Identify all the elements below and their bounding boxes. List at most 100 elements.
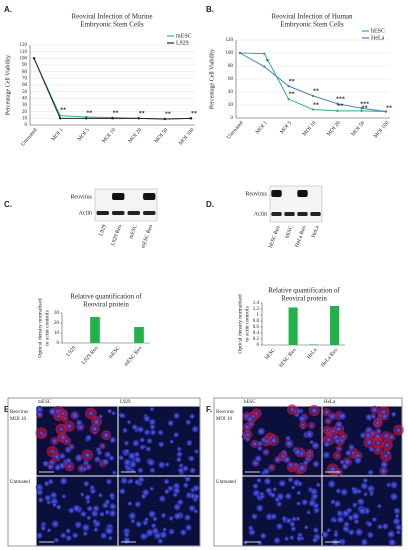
annotation: ** bbox=[165, 112, 171, 118]
nucleus bbox=[248, 525, 254, 531]
nucleus bbox=[66, 423, 73, 430]
nucleus bbox=[65, 457, 72, 464]
nucleus bbox=[395, 427, 402, 433]
nucleus bbox=[151, 523, 157, 529]
y-tick-label: 30 bbox=[22, 103, 28, 108]
nucleus bbox=[124, 448, 130, 454]
nucleus bbox=[82, 466, 88, 472]
nucleus bbox=[185, 524, 192, 531]
annotation: ** bbox=[113, 110, 119, 116]
nucleus bbox=[351, 512, 360, 521]
nucleus bbox=[313, 507, 320, 514]
nucleus bbox=[149, 424, 156, 430]
nucleus bbox=[82, 523, 90, 532]
x-tick-label: MOI 1 bbox=[255, 120, 269, 135]
x-tick-label: L929 Reo bbox=[81, 345, 100, 366]
data-point bbox=[311, 94, 315, 98]
nucleus bbox=[287, 476, 294, 483]
nucleus bbox=[39, 430, 44, 436]
nucleus bbox=[392, 517, 401, 526]
nucleus bbox=[100, 532, 107, 539]
nucleus bbox=[309, 423, 314, 428]
nucleus bbox=[137, 467, 144, 474]
data-point bbox=[360, 107, 363, 110]
nucleus bbox=[321, 531, 329, 538]
nucleus bbox=[157, 429, 164, 436]
nucleus bbox=[149, 406, 155, 412]
nucleus bbox=[338, 412, 347, 420]
nucleus bbox=[177, 499, 184, 506]
nucleus bbox=[168, 516, 174, 521]
nucleus bbox=[365, 413, 373, 421]
nucleus bbox=[48, 407, 57, 416]
nucleus bbox=[50, 497, 59, 506]
nucleus bbox=[189, 467, 196, 474]
nucleus bbox=[379, 467, 388, 475]
x-tick-label: hESC bbox=[264, 347, 277, 361]
nucleus bbox=[284, 536, 289, 542]
nucleus bbox=[46, 528, 52, 533]
nucleus bbox=[353, 518, 359, 525]
y-axis-label: Optical density normalised bbox=[37, 298, 43, 358]
row-label: Reovirus bbox=[216, 410, 234, 415]
nucleus bbox=[283, 456, 291, 464]
nucleus bbox=[52, 502, 57, 508]
band bbox=[271, 212, 282, 216]
y-axis-label: Percentage Cell Viability bbox=[5, 55, 11, 115]
nucleus bbox=[144, 517, 149, 522]
nucleus bbox=[348, 529, 355, 536]
nucleus bbox=[102, 502, 109, 509]
data-point bbox=[311, 108, 315, 111]
x-tick-label: MOI 50 bbox=[153, 127, 169, 145]
nucleus bbox=[305, 430, 314, 438]
nucleus bbox=[99, 511, 105, 517]
nucleus bbox=[49, 459, 55, 466]
nucleus bbox=[174, 512, 181, 520]
nucleus bbox=[107, 408, 112, 414]
nucleus bbox=[37, 497, 44, 503]
band bbox=[271, 190, 282, 197]
nucleus bbox=[311, 442, 320, 450]
nucleus bbox=[295, 516, 301, 522]
nucleus bbox=[53, 453, 60, 460]
lane-label: HeLa bbox=[311, 225, 321, 239]
band bbox=[297, 190, 308, 197]
legend-label: HeLa bbox=[371, 35, 385, 41]
annotation: ** bbox=[337, 104, 343, 110]
nucleus bbox=[352, 502, 358, 508]
nucleus bbox=[296, 490, 302, 496]
nucleus bbox=[50, 491, 57, 499]
band-label: Actin bbox=[254, 211, 267, 217]
nucleus bbox=[189, 413, 195, 420]
nucleus bbox=[375, 420, 380, 426]
nucleus bbox=[332, 518, 337, 523]
nucleus bbox=[123, 531, 130, 538]
y-tick-label: 20 bbox=[54, 321, 60, 326]
lane-label: hESC bbox=[285, 225, 295, 239]
nucleus bbox=[366, 521, 373, 528]
nucleus bbox=[91, 509, 99, 518]
y-tick-label: 20 bbox=[22, 110, 28, 115]
nucleus bbox=[186, 439, 193, 446]
nucleus bbox=[159, 495, 166, 502]
annotation: ** bbox=[289, 91, 295, 97]
y-tick-label: 80 bbox=[22, 70, 28, 75]
data-point bbox=[263, 52, 266, 55]
y-tick-label: 40 bbox=[22, 96, 28, 101]
nucleus bbox=[93, 527, 99, 532]
nucleus bbox=[93, 418, 100, 426]
nucleus bbox=[65, 528, 71, 534]
nucleus bbox=[335, 488, 341, 494]
nucleus bbox=[139, 437, 145, 443]
nucleus bbox=[269, 465, 275, 471]
nucleus bbox=[395, 513, 400, 519]
y-tick-label: 0 bbox=[57, 341, 60, 346]
nucleus bbox=[262, 468, 270, 475]
nucleus bbox=[168, 528, 175, 535]
nucleus bbox=[260, 532, 267, 539]
nucleus bbox=[169, 439, 174, 444]
x-tick-label: Untreated bbox=[20, 127, 39, 148]
nucleus bbox=[188, 455, 195, 462]
x-tick-label: MOI 20 bbox=[127, 127, 143, 145]
row-label: MOI 10 bbox=[216, 417, 232, 422]
